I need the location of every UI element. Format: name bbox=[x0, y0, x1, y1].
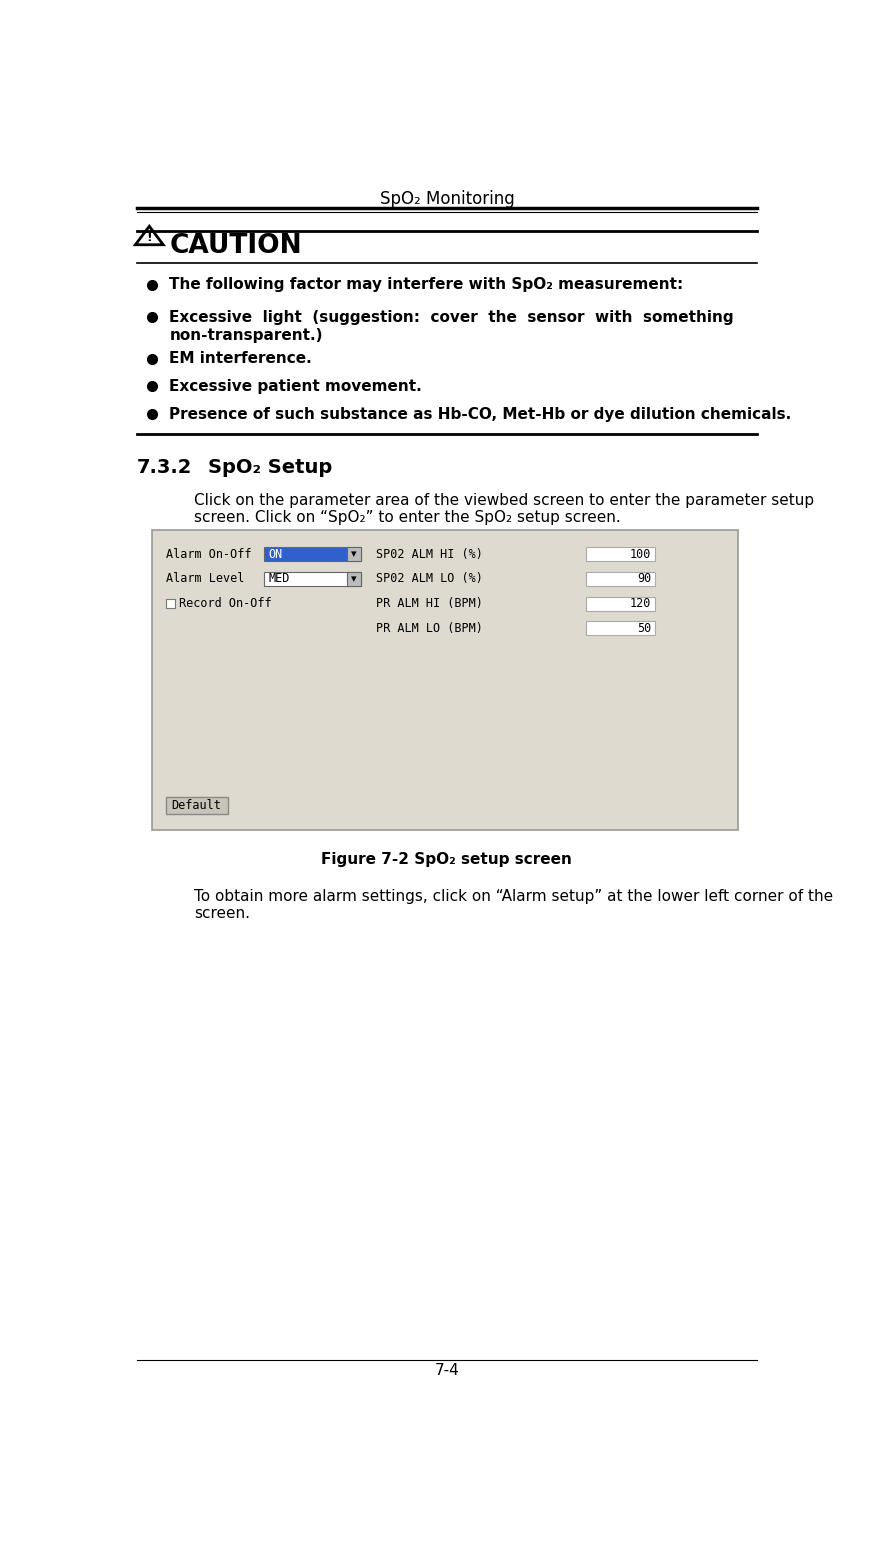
Text: Alarm On-Off: Alarm On-Off bbox=[166, 548, 251, 560]
Text: SP02 ALM LO (%): SP02 ALM LO (%) bbox=[377, 573, 483, 585]
Bar bbox=[264, 548, 361, 562]
Text: To obtain more alarm settings, click on “Alarm setup” at the lower left corner o: To obtain more alarm settings, click on … bbox=[194, 889, 834, 903]
Bar bbox=[586, 621, 656, 635]
Text: ON: ON bbox=[269, 548, 283, 560]
Text: Click on the parameter area of the viewbed screen to enter the parameter setup: Click on the parameter area of the viewb… bbox=[194, 494, 814, 508]
Text: SP02 ALM HI (%): SP02 ALM HI (%) bbox=[377, 548, 483, 560]
Text: PR ALM LO (BPM): PR ALM LO (BPM) bbox=[377, 622, 483, 635]
Bar bbox=[166, 796, 228, 813]
Text: 90: 90 bbox=[637, 573, 651, 585]
Text: ▾: ▾ bbox=[351, 574, 357, 584]
Text: 100: 100 bbox=[630, 548, 651, 560]
Text: SpO₂ Monitoring: SpO₂ Monitoring bbox=[379, 191, 514, 208]
Text: CAUTION: CAUTION bbox=[169, 233, 302, 259]
Text: Figure 7-2 SpO₂ setup screen: Figure 7-2 SpO₂ setup screen bbox=[322, 852, 572, 866]
Text: screen.: screen. bbox=[194, 906, 250, 920]
Text: PR ALM HI (BPM): PR ALM HI (BPM) bbox=[377, 598, 483, 610]
Bar bbox=[586, 596, 656, 610]
Bar bbox=[166, 599, 175, 608]
Text: 120: 120 bbox=[630, 598, 651, 610]
Text: The following factor may interfere with SpO₂ measurement:: The following factor may interfere with … bbox=[169, 278, 684, 292]
Text: 7-4: 7-4 bbox=[434, 1363, 460, 1378]
Text: screen. Click on “SpO₂” to enter the SpO₂ setup screen.: screen. Click on “SpO₂” to enter the SpO… bbox=[194, 511, 621, 525]
Text: 50: 50 bbox=[637, 622, 651, 635]
Bar bbox=[586, 573, 656, 585]
Bar bbox=[264, 573, 361, 585]
Text: SpO₂ Setup: SpO₂ Setup bbox=[208, 458, 332, 476]
Bar bbox=[347, 573, 361, 585]
Text: 7.3.2: 7.3.2 bbox=[137, 458, 192, 476]
Text: MED: MED bbox=[269, 573, 290, 585]
Text: !: ! bbox=[146, 231, 153, 244]
Bar bbox=[152, 529, 738, 830]
Text: ▾: ▾ bbox=[351, 549, 357, 559]
Text: Record On-Off: Record On-Off bbox=[179, 598, 271, 610]
Text: Excessive  light  (suggestion:  cover  the  sensor  with  something: Excessive light (suggestion: cover the s… bbox=[169, 310, 734, 324]
Text: Presence of such substance as Hb-CO, Met-Hb or dye dilution chemicals.: Presence of such substance as Hb-CO, Met… bbox=[169, 407, 792, 422]
Text: non-transparent.): non-transparent.) bbox=[169, 327, 323, 343]
Bar bbox=[347, 548, 361, 562]
Text: Alarm Level: Alarm Level bbox=[166, 573, 244, 585]
Text: EM interference.: EM interference. bbox=[169, 351, 312, 366]
Text: Excessive patient movement.: Excessive patient movement. bbox=[169, 379, 422, 394]
Text: Default: Default bbox=[172, 799, 221, 812]
Bar bbox=[586, 548, 656, 562]
